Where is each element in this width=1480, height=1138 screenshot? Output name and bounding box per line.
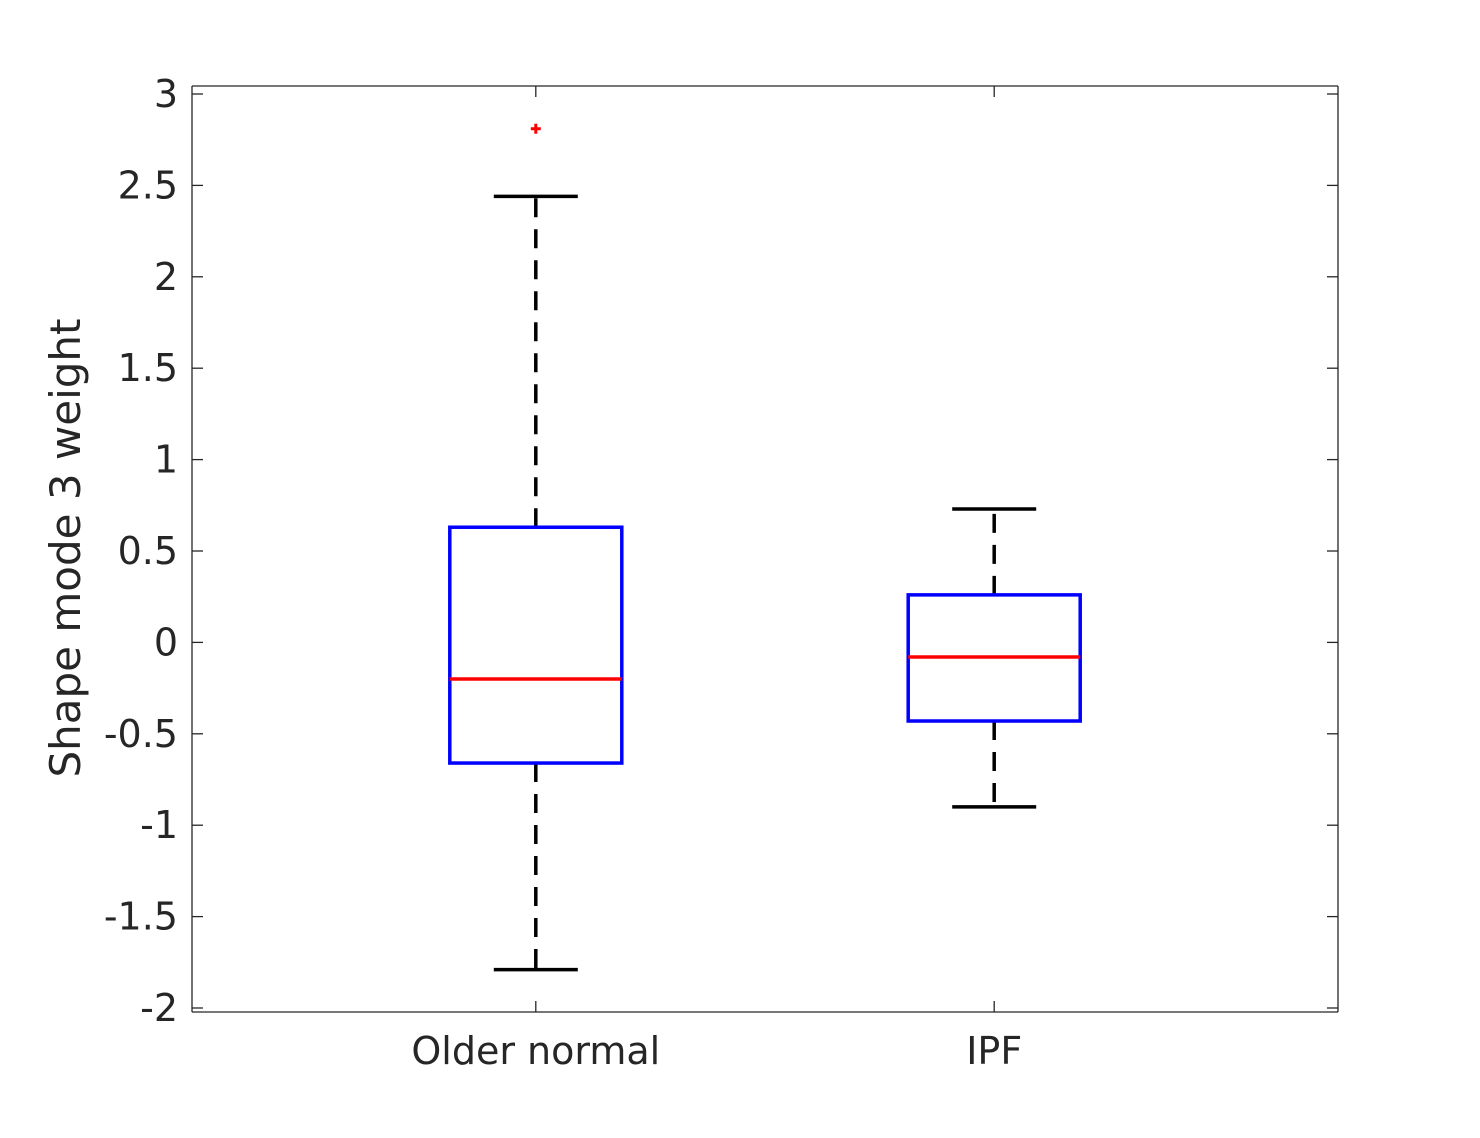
y-tick-label: 1 xyxy=(154,438,178,482)
box-series xyxy=(448,123,1082,972)
y-tick-label: 1.5 xyxy=(118,346,178,390)
y-axis-label: Shape mode 3 weight xyxy=(41,318,90,777)
box-group xyxy=(448,123,624,972)
y-tick-label: 2 xyxy=(154,255,178,299)
axes xyxy=(191,85,1339,1013)
y-tick-label: -1.5 xyxy=(104,895,178,939)
y-tick-label: 2.5 xyxy=(118,163,178,207)
x-axis-ticks: Older normal IPF xyxy=(411,86,1022,1073)
y-tick-label: -1 xyxy=(140,803,178,847)
y-tick-label: 0 xyxy=(154,620,178,664)
y-tick-label: 0.5 xyxy=(118,529,178,573)
box-iqr xyxy=(448,525,624,765)
x-tick-label: IPF xyxy=(966,1029,1022,1073)
box-group xyxy=(906,507,1082,809)
y-tick-label: -0.5 xyxy=(104,712,178,756)
y-tick-label: 3 xyxy=(154,72,178,116)
x-tick-label: Older normal xyxy=(411,1029,660,1073)
y-tick-label: -2 xyxy=(140,986,178,1030)
y-axis-ticks: 3 2.5 2 1.5 1 0.5 0 -0.5 -1 -1.5 -2 xyxy=(104,72,1338,1030)
